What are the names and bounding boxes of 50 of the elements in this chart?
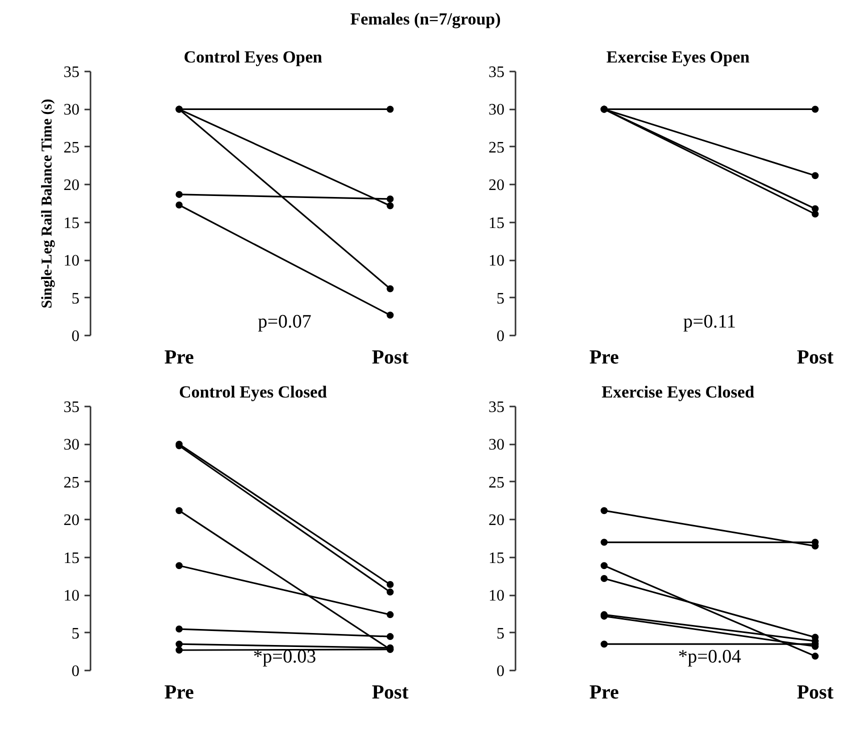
- x-tick-label: Post: [796, 682, 834, 704]
- y-tick-label: 20: [64, 512, 80, 530]
- y-tick-label: 30: [64, 436, 80, 454]
- y-tick-label: 10: [488, 588, 504, 605]
- text: Females (n=7/group): [350, 10, 501, 28]
- chart-title: Exercise Eyes Open: [606, 48, 750, 66]
- y-tick-label: 35: [488, 64, 504, 81]
- y-tick-label: 5: [72, 290, 80, 308]
- y-tick-label: 10: [64, 252, 80, 270]
- x-tick-label: Pre: [164, 682, 194, 704]
- x-tick-label: Pre: [589, 682, 620, 704]
- y-tick-label: 35: [488, 399, 504, 416]
- y-tick-label: 20: [488, 512, 504, 530]
- y-tick-label: 15: [488, 214, 504, 232]
- y-tick-label: 0: [72, 663, 80, 680]
- y-tick-label: 20: [64, 177, 80, 194]
- x-tick-label: Pre: [589, 346, 620, 368]
- chart-title: Exercise Eyes Closed: [602, 382, 755, 402]
- y-tick-label: 5: [496, 290, 504, 308]
- y-tick-label: 35: [64, 64, 80, 81]
- x-tick-label: Post: [796, 346, 834, 368]
- y-tick-label: 15: [488, 550, 504, 567]
- y-tick-label: 35: [64, 399, 80, 416]
- y-tick-label: 30: [64, 102, 80, 119]
- y-tick-label: 25: [488, 474, 504, 492]
- x-tick-label: Post: [372, 682, 409, 704]
- x-tick-label: Pre: [164, 346, 194, 368]
- y-tick-label: 15: [64, 214, 80, 232]
- y-tick-label: 5: [496, 625, 504, 642]
- y-tick-label: 5: [72, 625, 80, 642]
- annotation: p=0.11: [683, 312, 736, 332]
- annotation: *p=0.03: [253, 646, 316, 668]
- y-tick-label: 0: [496, 663, 504, 680]
- y-tick-label: 20: [488, 177, 504, 194]
- y-tick-label: 25: [64, 139, 80, 156]
- chart-title: Control Eyes Closed: [179, 382, 328, 402]
- y-tick-label: 30: [488, 102, 504, 119]
- annotation: *p=0.04: [678, 646, 742, 668]
- y-tick-label: 15: [64, 550, 80, 567]
- y-tick-label: 10: [64, 588, 80, 605]
- y-tick-label: 25: [64, 474, 80, 492]
- y-tick-label: 25: [488, 139, 504, 156]
- annotation: p=0.07: [258, 312, 312, 332]
- y-axis-title: Single-Leg Rail Balance Time (s): [40, 98, 56, 308]
- y-tick-label: 0: [72, 328, 80, 345]
- y-tick-label: 0: [496, 328, 504, 345]
- chart-title: Control Eyes Open: [184, 48, 323, 66]
- x-tick-label: Post: [372, 346, 409, 368]
- y-tick-label: 10: [488, 252, 504, 270]
- y-tick-label: 30: [488, 436, 504, 454]
